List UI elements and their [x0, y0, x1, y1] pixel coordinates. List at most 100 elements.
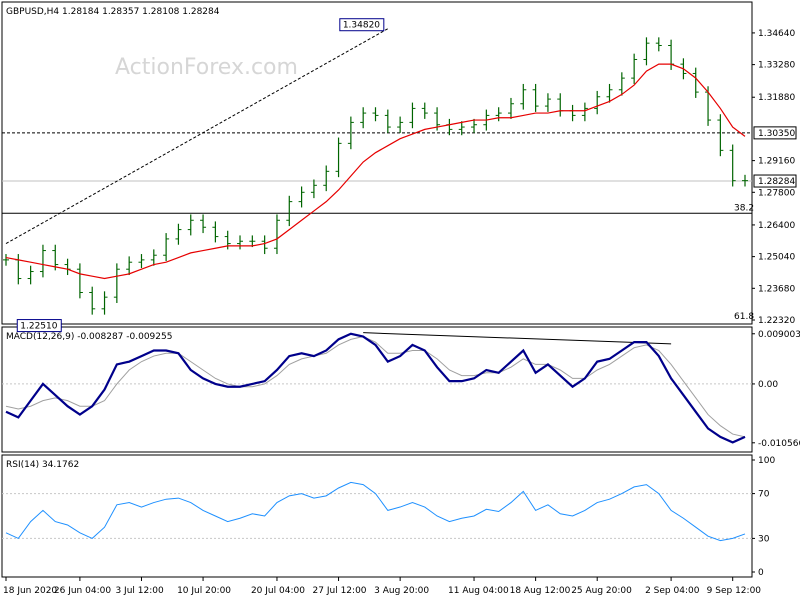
fib-level-label: 61.8	[734, 312, 754, 322]
price-bar	[742, 174, 748, 187]
price-annotation-label: 1.34820	[343, 21, 380, 31]
price-bar	[717, 114, 724, 157]
price-bar	[212, 221, 219, 243]
price-bar	[347, 116, 354, 150]
price-bar	[421, 102, 428, 119]
price-bar	[323, 165, 330, 192]
price-bar	[298, 186, 305, 208]
price-bar	[200, 214, 207, 234]
price-bar	[631, 53, 638, 84]
price-bar	[495, 107, 502, 122]
price-bar	[126, 256, 133, 276]
rsi-y-tick-label: 30	[758, 534, 770, 544]
price-bar	[360, 107, 367, 129]
price-y-tick-label: 1.29160	[758, 157, 795, 167]
price-bar	[557, 93, 564, 117]
x-tick-label: 9 Sep 12:00	[707, 586, 762, 596]
x-tick-label: 27 Jul 12:00	[313, 586, 367, 596]
price-level-box	[753, 174, 797, 188]
x-tick-label: 10 Jul 20:00	[177, 586, 231, 596]
x-tick-label: 25 Aug 20:00	[571, 586, 632, 596]
price-bar	[384, 109, 391, 133]
price-bar	[89, 286, 96, 315]
x-tick-label: 26 Jun 04:00	[54, 586, 111, 596]
x-tick-label: 18 Jun 2020	[3, 586, 57, 596]
price-bar	[655, 37, 662, 52]
price-annotation-box	[16, 319, 62, 333]
macd-panel-title: MACD(12,26,9) -0.008287 -0.009255	[6, 332, 172, 342]
x-tick-label: 3 Aug 20:00	[374, 586, 429, 596]
price-panel-title: GBPUSD,H4 1.28184 1.28357 1.28108 1.2828…	[6, 7, 220, 17]
price-bar	[397, 116, 404, 133]
price-y-tick-label: 1.26400	[758, 221, 795, 231]
macd-y-tick-label: -0.010566	[758, 439, 800, 449]
price-bar	[3, 254, 9, 266]
trendline	[5, 28, 389, 245]
price-bar	[520, 83, 527, 110]
price-y-tick-label: 1.33280	[758, 61, 795, 71]
macd-y-tick-label: 0.00	[758, 380, 778, 390]
price-bar	[150, 249, 157, 266]
price-bar	[261, 235, 268, 255]
rsi-layer: 100 70 30 0	[2, 456, 775, 578]
fib-level-label: 38.2	[734, 203, 754, 213]
macd-line	[5, 332, 746, 444]
rsi-panel-title: RSI(14) 34.1762	[6, 460, 79, 470]
price-bar	[692, 67, 699, 98]
x-tick-label: 20 Jul 04:00	[251, 586, 305, 596]
rsi-y-tick-label: 100	[758, 456, 775, 466]
price-bar	[138, 254, 145, 269]
price-y-tick-label: 1.22320	[758, 316, 795, 326]
x-tick-label: 3 Jul 12:00	[115, 586, 164, 596]
price-bar	[606, 83, 613, 103]
price-annotation-box	[339, 18, 385, 32]
price-bar	[237, 235, 244, 250]
price-bar	[310, 179, 317, 199]
price-bar	[187, 214, 194, 236]
macd-signal-line	[5, 336, 746, 438]
rsi-line	[5, 481, 746, 542]
price-bar	[544, 93, 551, 112]
price-bar	[101, 291, 108, 315]
price-annotation-label: 1.22510	[20, 322, 57, 332]
price-bar	[113, 263, 120, 303]
price-bar	[643, 37, 650, 66]
price-level-box	[753, 126, 797, 140]
price-bar	[569, 104, 576, 122]
price-level-label: 1.28284	[758, 177, 795, 187]
price-bar	[372, 107, 379, 122]
price-bar	[64, 258, 71, 276]
price-bar	[409, 102, 416, 129]
price-bar	[335, 137, 342, 178]
price-bar	[507, 97, 514, 119]
price-y-tick-label: 1.23680	[758, 284, 795, 294]
price-bar	[52, 244, 59, 271]
macd-panel-frame	[1, 326, 753, 453]
moving-average-line	[5, 63, 746, 280]
price-bar	[729, 144, 736, 187]
x-tick-label: 2 Sep 04:00	[645, 586, 700, 596]
macd-divergence-line	[363, 332, 672, 345]
watermark: ActionForex.com	[115, 55, 298, 80]
price-bar	[76, 263, 83, 299]
price-bar	[249, 235, 256, 248]
macd-y-tick-label: 0.009003	[758, 330, 800, 340]
price-y-tick-label: 1.27800	[758, 188, 795, 198]
price-bar	[532, 83, 539, 112]
price-bar	[471, 118, 478, 133]
rsi-y-tick-label: 70	[758, 490, 770, 500]
price-bar	[27, 265, 34, 285]
price-bar	[273, 214, 280, 255]
price-level-label: 1.30350	[758, 129, 795, 139]
price-layer: 1.34640 1.33280 1.31880 1.29160 1.27800 1.264…	[2, 18, 797, 333]
price-bar	[458, 121, 465, 136]
x-tick-label: 18 Aug 12:00	[510, 586, 571, 596]
price-y-tick-label: 1.25040	[758, 253, 795, 263]
price-bar	[175, 223, 182, 245]
price-bar	[581, 102, 588, 122]
rsi-y-tick-label: 0	[758, 568, 764, 578]
macd-layer: 0.009003 0.00 -0.010566	[2, 330, 800, 449]
x-tick-label: 11 Aug 04:00	[448, 586, 509, 596]
